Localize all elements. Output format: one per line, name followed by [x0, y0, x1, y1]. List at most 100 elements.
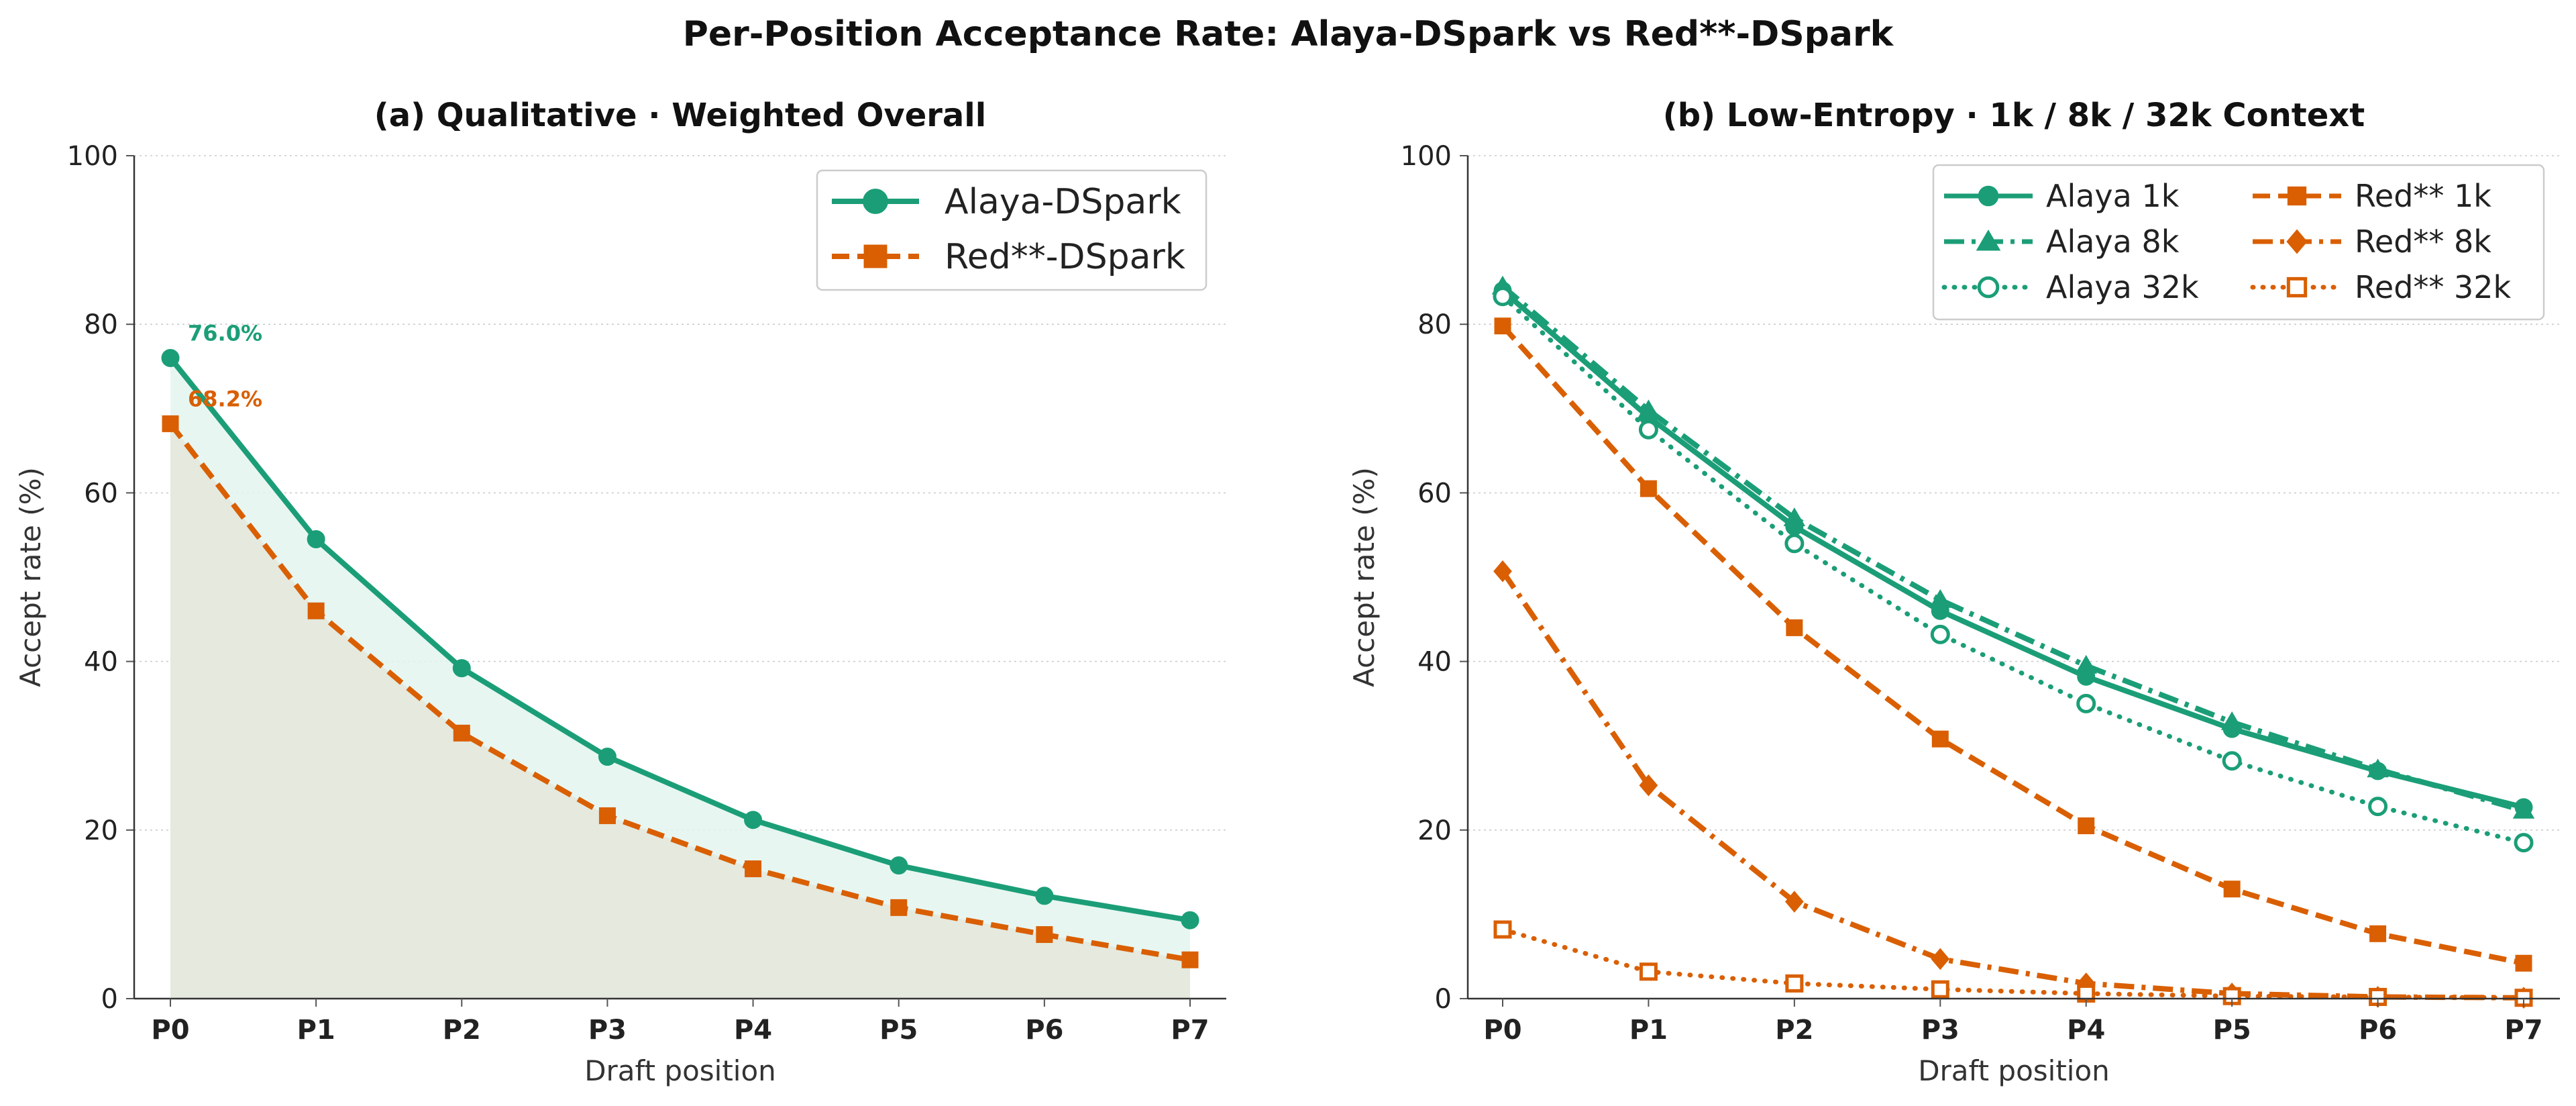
data-point-p7	[2514, 833, 2534, 853]
data-point-p1	[1639, 962, 1658, 981]
panel-a-xtick-label: P0	[151, 1015, 189, 1046]
data-point-p0	[1493, 287, 1513, 307]
series-line	[168, 356, 1191, 923]
panel-b-ytick-label: 80	[1417, 309, 1452, 340]
data-point-p3	[1931, 980, 1949, 999]
legend-frame	[1932, 164, 2545, 321]
panel-a-series-alaya-dspark	[161, 348, 1199, 929]
panel-a-xtick-label: P4	[734, 1015, 772, 1046]
series-line	[168, 421, 1191, 963]
panel-b-ylabel: Accept rate (%)	[1348, 467, 1381, 687]
panel-a-area-red-dspark	[170, 423, 1190, 999]
data-point-p1	[307, 602, 325, 619]
series-line	[1501, 288, 2524, 810]
series-line	[1501, 324, 2524, 966]
data-point-p0	[161, 348, 180, 367]
panel-b-xtick-label: P5	[2213, 1015, 2251, 1046]
legend-label: Alaya 1k	[2046, 178, 2180, 214]
data-point-p1	[307, 530, 325, 548]
legend-item-red-8k: Red** 8k	[2253, 223, 2491, 260]
legend-item-alaya-1k: Alaya 1k	[1944, 178, 2180, 214]
panel-a-ytick-label: 0	[101, 984, 118, 1015]
legend-marker	[863, 189, 888, 214]
panel-b-legend: Alaya 1k Alaya 8k Alaya 32k Red** 1k Red** 8…	[1932, 164, 2545, 321]
legend-item-red-dspark: Red**-DSpark	[832, 237, 1185, 277]
panel-b-series-red-32k	[1493, 920, 2533, 1007]
data-point-p0	[1494, 317, 1511, 335]
panel-a-ylabel: Accept rate (%)	[14, 467, 47, 687]
panel-a-xtick-label: P1	[297, 1015, 335, 1046]
data-point-p2	[453, 724, 470, 742]
legend-item-alaya-32k: Alaya 32k	[1941, 269, 2199, 305]
panel-a-qualitative: (a) Qualitative · Weighted Overall 0 20 40 6…	[14, 97, 1226, 1087]
figure-title: Per-Position Acceptance Rate: Alaya-DSpa…	[683, 14, 1894, 54]
panel-a-xtick-label: P5	[879, 1015, 918, 1046]
panel-b-ytick-label: 100	[1401, 141, 1452, 172]
panel-a-annotation: 76.0%	[188, 320, 262, 346]
panel-a-ytick-label: 80	[84, 309, 118, 340]
series-line	[1500, 927, 2526, 1001]
data-point-p6	[2369, 925, 2387, 942]
legend-label: Red** 8k	[2355, 223, 2491, 260]
panel-a-ytick-label: 40	[84, 647, 118, 678]
panel-a-annotation: 68.2%	[188, 386, 262, 411]
legend-label: Alaya-DSpark	[945, 182, 1181, 222]
data-point-p2	[1786, 619, 1803, 636]
legend-marker	[2286, 229, 2308, 254]
data-point-p4	[744, 811, 763, 830]
panel-a-xtick-label: P3	[588, 1015, 627, 1046]
data-point-p6	[1036, 926, 1053, 944]
legend-label: Red**-DSpark	[945, 237, 1185, 277]
data-point-p7	[2515, 954, 2532, 972]
panel-b-xtick-label: P2	[1775, 1015, 1813, 1046]
data-point-p6	[2368, 797, 2388, 817]
legend-label: Alaya 8k	[2046, 223, 2180, 260]
panel-b-title: (b) Low-Entropy · 1k / 8k / 32k Context	[1663, 97, 2365, 134]
data-point-p1	[1639, 774, 1658, 797]
legend-label: Alaya 32k	[2046, 269, 2199, 305]
data-point-p3	[1931, 730, 1949, 748]
panel-b-series-red-1k	[1494, 317, 2532, 972]
panel-a-xlabel: Draft position	[584, 1054, 776, 1087]
data-point-p1	[1640, 480, 1657, 497]
panel-b-xtick-label: P0	[1483, 1015, 1521, 1046]
series-line	[1500, 294, 2526, 846]
panel-b-ytick-label: 20	[1417, 815, 1452, 846]
panel-b-series-alaya-32k	[1493, 287, 2534, 853]
panel-b-xtick-label: P3	[1921, 1015, 1960, 1046]
data-point-p2	[452, 659, 471, 678]
data-point-p7	[1181, 911, 1199, 929]
data-point-p5	[890, 899, 908, 916]
data-point-p0	[1493, 560, 1512, 583]
data-point-p4	[745, 860, 762, 878]
data-point-p7	[2512, 799, 2535, 819]
legend-marker	[1976, 230, 2001, 251]
panel-b-low-entropy: (b) Low-Entropy · 1k / 8k / 32k Context 0…	[1348, 97, 2560, 1087]
legend-marker	[2287, 186, 2307, 206]
data-point-p2	[1784, 534, 1805, 554]
data-point-p4	[2075, 654, 2097, 674]
legend-marker	[863, 244, 888, 268]
data-point-p5	[2220, 711, 2243, 730]
panel-b-ytick-label: 0	[1435, 984, 1452, 1015]
legend-marker	[2286, 276, 2308, 298]
data-point-p0	[162, 415, 179, 432]
data-point-p3	[1929, 589, 1951, 608]
legend-label: Red** 32k	[2355, 269, 2512, 305]
panel-a-legend: Alaya-DSpark Red**-DSpark	[816, 169, 1208, 291]
data-point-p3	[598, 748, 616, 766]
legend-item-red-32k: Red** 32k	[2250, 269, 2512, 305]
panel-a-ytick-label: 20	[84, 815, 118, 846]
panel-a-xtick-label: P6	[1025, 1015, 1063, 1046]
panel-b-series-alaya-1k	[1493, 281, 2533, 817]
data-point-p0	[1493, 920, 1512, 939]
data-point-p1	[1638, 419, 1658, 440]
data-point-p5	[890, 856, 908, 875]
panel-b-xlabel: Draft position	[1918, 1054, 2110, 1087]
data-point-p4	[2076, 693, 2096, 713]
panel-a-title: (a) Qualitative · Weighted Overall	[374, 97, 986, 134]
panel-a-series-red-dspark	[162, 415, 1199, 968]
data-point-p2	[1784, 891, 1804, 913]
data-point-p4	[2078, 817, 2095, 835]
panel-b-xtick-label: P6	[2359, 1015, 2397, 1046]
